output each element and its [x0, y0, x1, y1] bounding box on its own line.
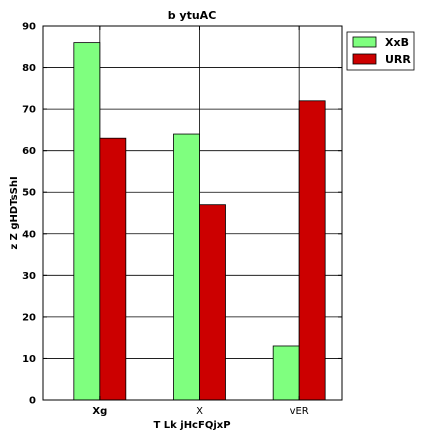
- y-tick-label: 60: [22, 146, 36, 157]
- legend-label-urr: URR: [385, 53, 411, 66]
- y-tick-label: 40: [22, 229, 36, 240]
- x-tick-label: vER: [290, 406, 309, 417]
- bar-urr-x: [199, 204, 226, 401]
- y-axis-title: z Z gHDTsShI: [9, 176, 20, 249]
- bars: [73, 42, 326, 401]
- y-axis-ticks: 0 10 20 30 40 50 60 70 80 90: [22, 22, 342, 407]
- y-tick-label: 80: [22, 63, 36, 74]
- y-tick-label: 10: [22, 354, 36, 365]
- bar-urr-xg: [99, 137, 127, 401]
- y-tick-label: 30: [22, 271, 36, 282]
- y-tick-label: 50: [22, 188, 36, 199]
- y-tick-label: 20: [22, 312, 36, 323]
- bar-xxb-xg: [73, 42, 101, 401]
- bar-xxb-x: [173, 133, 200, 401]
- legend: XxB URR: [346, 31, 415, 71]
- x-tick-label: X: [196, 406, 203, 417]
- x-tick-label: Xg: [92, 406, 107, 417]
- plot-frame: [42, 25, 343, 401]
- y-tick-label: 90: [22, 22, 36, 33]
- y-tick-label: 0: [29, 396, 36, 407]
- chart-title: b ytuAC: [168, 9, 217, 22]
- legend-label-xxb: XxB: [385, 36, 409, 49]
- x-axis-title: T Lk jHcFQjxP: [153, 420, 230, 431]
- bar-urr-ver: [298, 100, 326, 401]
- y-tick-label: 70: [22, 105, 36, 116]
- legend-swatch-xxb: [352, 36, 377, 48]
- bar-xxb-ver: [272, 345, 300, 401]
- legend-swatch-urr: [352, 53, 377, 65]
